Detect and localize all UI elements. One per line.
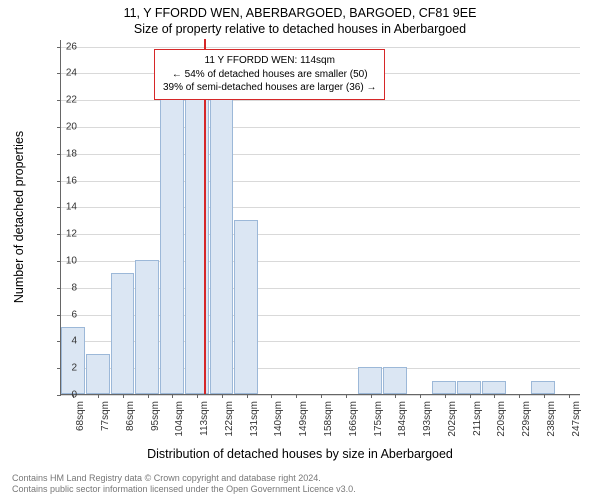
xtick-mark [519,394,520,398]
xtick-label: 113sqm [199,401,210,451]
xtick-label: 95sqm [150,401,161,451]
xtick-label: 131sqm [249,401,260,451]
ytick-label: 18 [52,148,77,159]
xtick-mark [420,394,421,398]
xtick-mark [247,394,248,398]
ytick-label: 0 [52,390,77,401]
histogram-bar [358,367,382,394]
histogram-bar [234,220,258,394]
xtick-label: 229sqm [521,401,532,451]
xtick-mark [544,394,545,398]
xtick-mark [148,394,149,398]
xtick-mark [371,394,372,398]
xtick-mark [321,394,322,398]
xtick-label: 211sqm [472,401,483,451]
gridline [61,207,580,208]
chart-title-1: 11, Y FFORDD WEN, ABERBARGOED, BARGOED, … [0,6,600,20]
chart-title-2: Size of property relative to detached ho… [0,22,600,36]
ytick-label: 8 [52,282,77,293]
annotation-line: 39% of semi-detached houses are larger (… [163,81,376,95]
xtick-mark [197,394,198,398]
xtick-label: 77sqm [100,401,111,451]
histogram-bar [432,381,456,394]
xtick-label: 158sqm [323,401,334,451]
ytick-label: 14 [52,202,77,213]
ytick-label: 12 [52,229,77,240]
histogram-bar [135,260,159,394]
xtick-label: 193sqm [422,401,433,451]
annotation-box: 11 Y FFORDD WEN: 114sqm← 54% of detached… [154,49,385,100]
ytick-label: 2 [52,363,77,374]
histogram-bar [482,381,506,394]
attribution-footer: Contains HM Land Registry data © Crown c… [12,473,356,496]
xtick-label: 184sqm [397,401,408,451]
footer-line-1: Contains HM Land Registry data © Crown c… [12,473,356,485]
ytick-label: 24 [52,68,77,79]
gridline [61,47,580,48]
gridline [61,100,580,101]
ytick-label: 26 [52,41,77,52]
histogram-bar [210,99,234,394]
xtick-mark [222,394,223,398]
xtick-label: 202sqm [447,401,458,451]
histogram-bar [457,381,481,394]
histogram-bar [160,99,184,394]
plot-area: 11 Y FFORDD WEN: 114sqm← 54% of detached… [60,40,580,395]
gridline [61,234,580,235]
xtick-label: 149sqm [298,401,309,451]
xtick-mark [470,394,471,398]
xtick-mark [123,394,124,398]
histogram-bar [531,381,555,394]
xtick-label: 86sqm [125,401,136,451]
xtick-label: 247sqm [571,401,582,451]
ytick-label: 4 [52,336,77,347]
xtick-label: 175sqm [373,401,384,451]
xtick-label: 140sqm [273,401,284,451]
xtick-mark [172,394,173,398]
xtick-label: 238sqm [546,401,557,451]
xtick-mark [494,394,495,398]
ytick-label: 22 [52,95,77,106]
histogram-bar [111,273,135,394]
gridline [61,154,580,155]
xtick-mark [569,394,570,398]
xtick-mark [346,394,347,398]
xtick-label: 220sqm [496,401,507,451]
annotation-line: 11 Y FFORDD WEN: 114sqm [163,54,376,68]
xtick-mark [271,394,272,398]
ytick-label: 10 [52,256,77,267]
xtick-label: 122sqm [224,401,235,451]
xtick-label: 104sqm [174,401,185,451]
ytick-label: 16 [52,175,77,186]
xtick-label: 166sqm [348,401,359,451]
histogram-bar [86,354,110,394]
footer-line-2: Contains public sector information licen… [12,484,356,496]
ytick-label: 6 [52,309,77,320]
xtick-mark [98,394,99,398]
y-axis-label: Number of detached properties [12,131,26,303]
histogram-bar [383,367,407,394]
xtick-mark [395,394,396,398]
ytick-label: 20 [52,122,77,133]
xtick-mark [445,394,446,398]
xtick-mark [296,394,297,398]
gridline [61,127,580,128]
annotation-line: ← 54% of detached houses are smaller (50… [163,68,376,82]
gridline [61,181,580,182]
xtick-label: 68sqm [75,401,86,451]
